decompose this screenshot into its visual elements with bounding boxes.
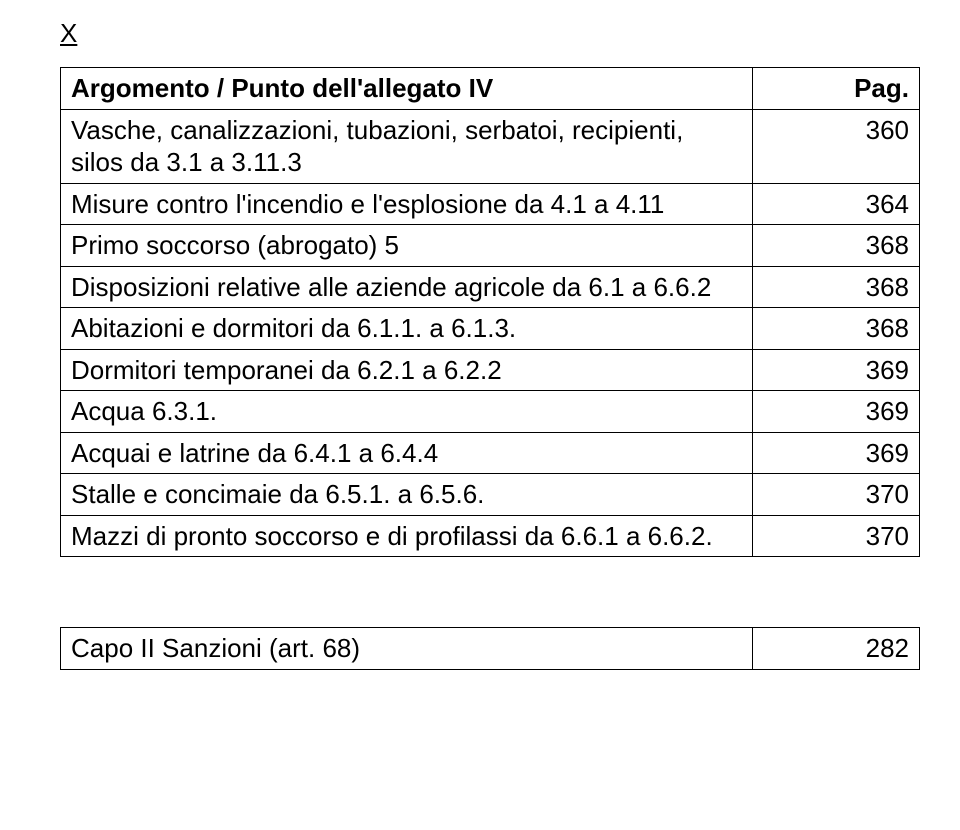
table-row: Disposizioni relative alle aziende agric… xyxy=(61,266,920,308)
page-marker: X xyxy=(60,18,920,49)
table-row: Misure contro l'incendio e l'esplosione … xyxy=(61,183,920,225)
table-row: Acquai e latrine da 6.4.1 a 6.4.4 369 xyxy=(61,432,920,474)
table-row: Acqua 6.3.1. 369 xyxy=(61,391,920,433)
row-page: 364 xyxy=(752,183,919,225)
row-label: Abitazioni e dormitori da 6.1.1. a 6.1.3… xyxy=(61,308,753,350)
table-row: Abitazioni e dormitori da 6.1.1. a 6.1.3… xyxy=(61,308,920,350)
main-table: Argomento / Punto dell'allegato IV Pag. … xyxy=(60,67,920,557)
row-page: 370 xyxy=(752,474,919,516)
row-page: 360 xyxy=(752,109,919,183)
row-label: Acquai e latrine da 6.4.1 a 6.4.4 xyxy=(61,432,753,474)
table-row: Mazzi di pronto soccorso e di profilassi… xyxy=(61,515,920,557)
row-label: Vasche, canalizzazioni, tubazioni, serba… xyxy=(61,109,753,183)
row-label: Stalle e concimaie da 6.5.1. a 6.5.6. xyxy=(61,474,753,516)
row-label: Misure contro l'incendio e l'esplosione … xyxy=(61,183,753,225)
row-page: 370 xyxy=(752,515,919,557)
row-page: 282 xyxy=(752,628,919,670)
row-page: 369 xyxy=(752,391,919,433)
header-page: Pag. xyxy=(752,68,919,110)
row-page: 369 xyxy=(752,432,919,474)
header-label: Argomento / Punto dell'allegato IV xyxy=(61,68,753,110)
row-page: 369 xyxy=(752,349,919,391)
table-row: Stalle e concimaie da 6.5.1. a 6.5.6. 37… xyxy=(61,474,920,516)
table-header-row: Argomento / Punto dell'allegato IV Pag. xyxy=(61,68,920,110)
row-label: Primo soccorso (abrogato) 5 xyxy=(61,225,753,267)
row-page: 368 xyxy=(752,308,919,350)
row-page: 368 xyxy=(752,266,919,308)
table-row: Dormitori temporanei da 6.2.1 a 6.2.2 36… xyxy=(61,349,920,391)
row-label: Dormitori temporanei da 6.2.1 a 6.2.2 xyxy=(61,349,753,391)
table-row: Primo soccorso (abrogato) 5 368 xyxy=(61,225,920,267)
secondary-table: Capo II Sanzioni (art. 68) 282 xyxy=(60,627,920,670)
row-label: Mazzi di pronto soccorso e di profilassi… xyxy=(61,515,753,557)
row-page: 368 xyxy=(752,225,919,267)
table-row: Capo II Sanzioni (art. 68) 282 xyxy=(61,628,920,670)
table-row: Vasche, canalizzazioni, tubazioni, serba… xyxy=(61,109,920,183)
row-label: Disposizioni relative alle aziende agric… xyxy=(61,266,753,308)
document-page: X Argomento / Punto dell'allegato IV Pag… xyxy=(0,0,960,710)
row-label: Acqua 6.3.1. xyxy=(61,391,753,433)
row-label: Capo II Sanzioni (art. 68) xyxy=(61,628,753,670)
